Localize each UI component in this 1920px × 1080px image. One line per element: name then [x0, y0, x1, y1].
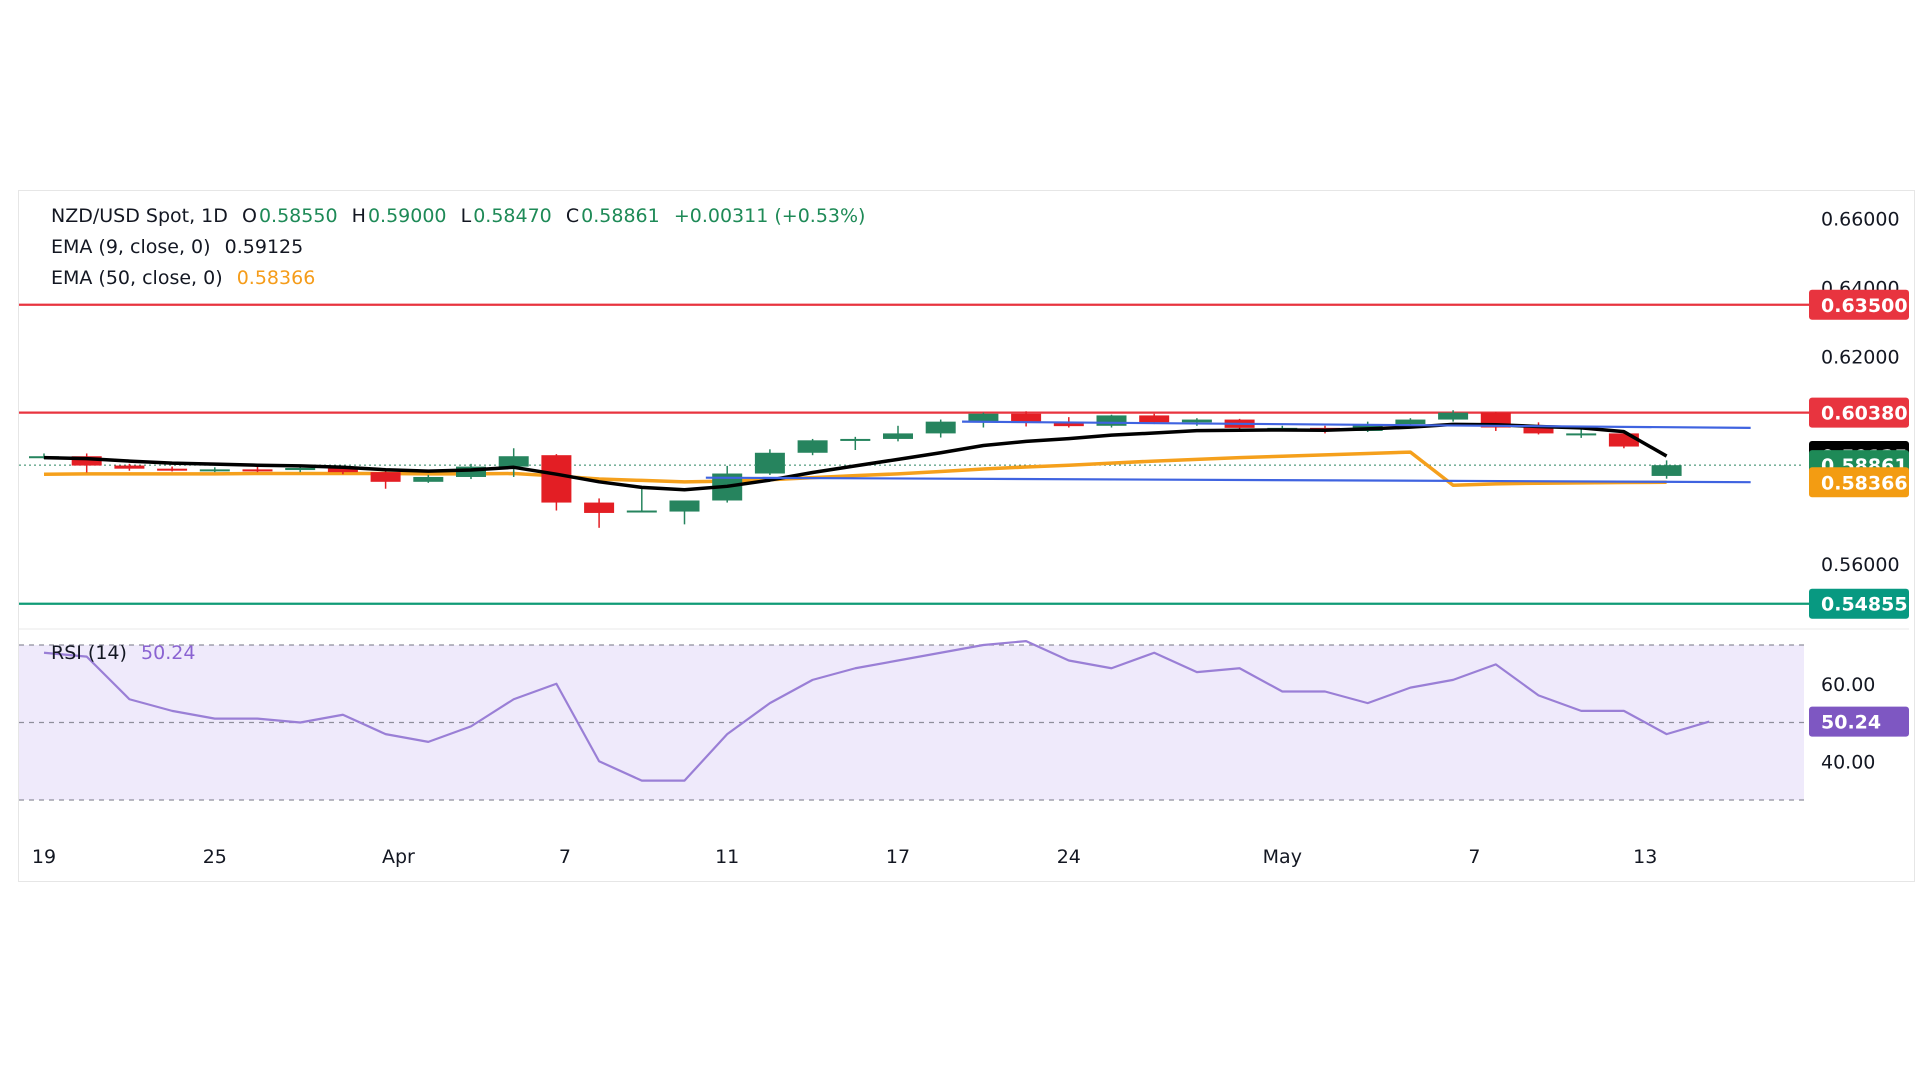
- candle-down: [157, 468, 188, 471]
- ema50-legend: EMA (50, close, 0) 0.58366: [51, 267, 317, 289]
- candle-up: [1651, 465, 1682, 476]
- rsi-value-badge-label: 50.24: [1821, 712, 1881, 734]
- rsi-axis-tick-label: 60.00: [1821, 674, 1875, 696]
- rsi-value: 50.24: [141, 642, 196, 664]
- x-axis-tick-label: 13: [1633, 846, 1657, 868]
- ohlc-legend: NZD/USD Spot, 1D O 0.58550 H 0.59000 L 0.58…: [51, 205, 867, 227]
- ema50-label: EMA (50, close, 0): [51, 267, 223, 289]
- high-label: H: [351, 205, 366, 227]
- x-axis-tick-label: 11: [715, 846, 739, 868]
- x-axis-tick-label: 7: [559, 846, 571, 868]
- ema9-line: [43, 422, 1668, 492]
- candle-down: [114, 465, 145, 469]
- x-axis-tick-label: 24: [1057, 846, 1081, 868]
- candle-up: [199, 469, 230, 472]
- candle-up: [285, 467, 316, 471]
- candle-up: [925, 421, 956, 434]
- ema50-price-badge-label: 0.58366: [1821, 472, 1908, 494]
- candle-up: [797, 440, 828, 453]
- candle-up: [883, 433, 913, 439]
- candle-down: [242, 469, 273, 472]
- resistance-price-badge-label: 0.63500: [1821, 295, 1908, 317]
- x-axis-tick-label: May: [1263, 846, 1302, 868]
- candle-up: [1395, 419, 1426, 425]
- ema9-value: 0.59125: [224, 236, 304, 258]
- candle-up: [1438, 412, 1469, 420]
- candle-up: [840, 438, 871, 441]
- candle-down: [1011, 413, 1042, 424]
- close-label: C: [565, 205, 580, 227]
- open-label: O: [242, 205, 257, 227]
- resistance-price-badge-label: 0.60380: [1821, 403, 1908, 425]
- change-value: +0.00311 (+0.53%): [673, 205, 866, 227]
- candle-down: [584, 502, 615, 513]
- candle-up: [626, 510, 657, 513]
- x-axis-tick-label: 17: [886, 846, 910, 868]
- open-value: 0.58550: [258, 205, 338, 227]
- candle-up: [1566, 433, 1597, 436]
- rsi-axis-tick-label: 40.00: [1821, 751, 1875, 773]
- x-axis-tick-label: 19: [32, 846, 56, 868]
- ema9-legend: EMA (9, close, 0) 0.59125: [51, 236, 305, 258]
- channel-lower-line: [705, 476, 1751, 484]
- candle-up: [1096, 415, 1127, 426]
- rsi-label: RSI (14): [51, 642, 127, 664]
- resistance-price-badge: [1809, 289, 1909, 320]
- candle-down: [327, 467, 358, 473]
- candle-down: [1139, 415, 1170, 423]
- rsi-line: [43, 640, 1710, 782]
- close-value: 0.58861: [581, 205, 660, 227]
- candle-up: [498, 456, 529, 467]
- ema50-price-badge: [1809, 467, 1909, 498]
- resistance-price-badge: [1809, 397, 1909, 428]
- candle-up: [669, 500, 700, 512]
- channel-upper-line: [962, 420, 1751, 429]
- x-axis-tick-label: 25: [203, 846, 227, 868]
- ema50-value: 0.58366: [236, 267, 316, 289]
- price-axis-tick-label: 0.62000: [1821, 347, 1900, 369]
- low-value: 0.58470: [473, 205, 552, 227]
- price-chart-svg: 0.660000.640000.620000.560000.635000.603…: [19, 208, 1909, 868]
- candle-down: [1053, 421, 1084, 427]
- ema9-label: EMA (9, close, 0): [51, 236, 211, 258]
- candle-down: [1523, 427, 1554, 434]
- candle-down: [370, 472, 401, 482]
- candle-down: [1608, 433, 1639, 447]
- candle-up: [1181, 419, 1212, 423]
- rsi-legend: RSI (14) 50.24: [51, 642, 197, 664]
- candle-up: [413, 476, 444, 482]
- support-price-badge: [1809, 588, 1909, 619]
- candle-up: [29, 456, 59, 459]
- x-axis-tick-label: 7: [1468, 846, 1480, 868]
- candle-down: [71, 456, 102, 466]
- low-label: L: [460, 205, 472, 227]
- support-price-badge-label: 0.54855: [1821, 594, 1908, 616]
- x-axis-tick-label: Apr: [382, 846, 415, 868]
- candle-down: [541, 455, 572, 503]
- chart-frame: 0.66000 0.64000 0.62000 0.56000 0.63500 0.603…: [18, 190, 1915, 882]
- rsi-value-badge: [1809, 706, 1909, 737]
- high-value: 0.59000: [367, 205, 447, 227]
- candle-up: [968, 413, 999, 422]
- price-axis-tick-label: 0.56000: [1821, 554, 1900, 576]
- ema50-line: [43, 450, 1667, 488]
- symbol-label: NZD/USD Spot, 1D: [51, 205, 228, 227]
- candle-up: [754, 452, 785, 474]
- price-axis-tick-label: 0.66000: [1821, 208, 1900, 230]
